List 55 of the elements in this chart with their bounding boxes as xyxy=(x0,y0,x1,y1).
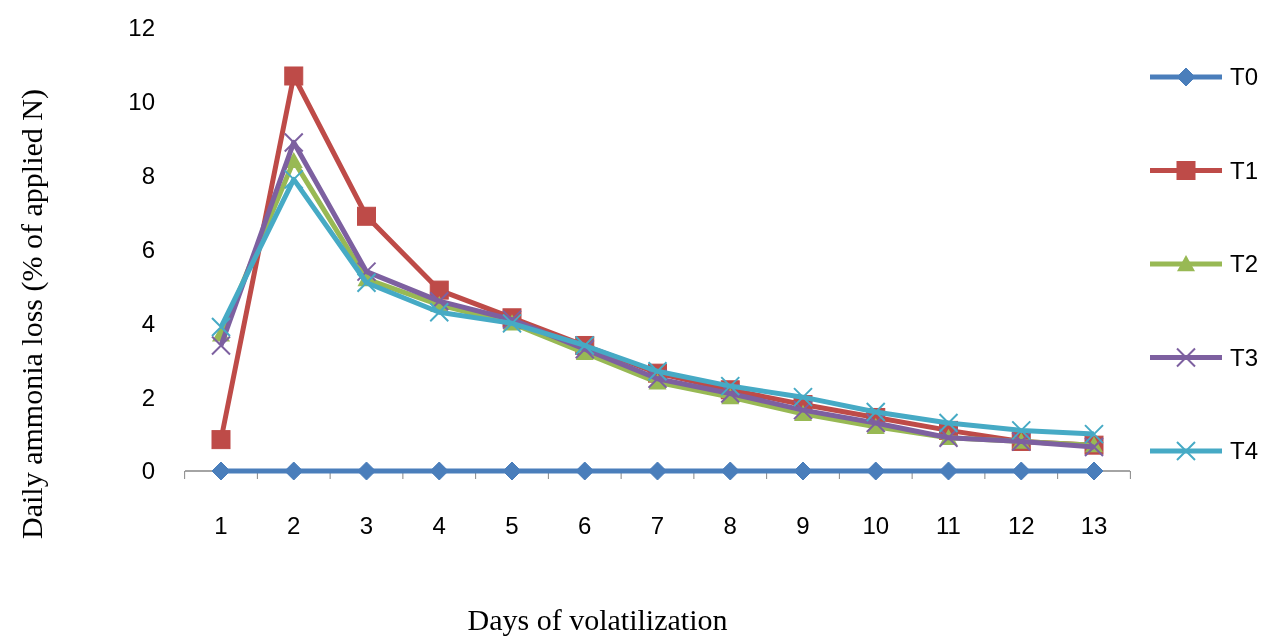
x-tick-label: 5 xyxy=(505,512,519,539)
point xyxy=(211,335,231,356)
x-tick-label: 7 xyxy=(650,512,665,539)
y-tick-label: 6 xyxy=(141,235,155,263)
point xyxy=(793,461,813,481)
x-tick-label: 6 xyxy=(578,512,592,539)
point xyxy=(865,401,886,422)
point xyxy=(283,132,304,153)
point xyxy=(1084,461,1104,481)
point xyxy=(1011,420,1032,441)
point xyxy=(793,387,813,408)
point xyxy=(284,66,304,86)
point xyxy=(283,169,304,190)
point xyxy=(647,368,668,389)
legend-label: T1 xyxy=(1230,156,1259,184)
legend-label: T4 xyxy=(1230,437,1259,465)
y-tick-label: 2 xyxy=(141,383,155,411)
point xyxy=(939,461,958,481)
point xyxy=(429,461,449,481)
y-tick-label: 8 xyxy=(141,162,155,190)
x-tick-label: 8 xyxy=(723,512,737,539)
point xyxy=(211,461,231,481)
x-tick-label: 11 xyxy=(936,512,961,539)
x-tick-label: 12 xyxy=(1007,512,1035,539)
point xyxy=(357,461,376,481)
point xyxy=(357,206,376,226)
point xyxy=(866,461,886,481)
point xyxy=(938,413,959,434)
legend-label: T2 xyxy=(1230,250,1259,278)
point xyxy=(575,461,595,481)
y-tick-label: 10 xyxy=(128,88,155,116)
point xyxy=(720,461,740,481)
y-tick-label: 12 xyxy=(128,14,155,42)
y-tick-label: 4 xyxy=(141,309,155,337)
point xyxy=(1084,424,1104,445)
x-tick-label: 9 xyxy=(796,512,810,539)
x-tick-label: 1 xyxy=(214,512,228,539)
point xyxy=(284,461,304,481)
x-tick-label: 13 xyxy=(1080,512,1108,539)
x-tick-label: 2 xyxy=(287,512,301,539)
point xyxy=(502,461,522,481)
y-tick-label: 0 xyxy=(141,457,155,485)
point xyxy=(211,317,231,338)
x-tick-label: 3 xyxy=(359,512,374,539)
point xyxy=(648,461,667,481)
point xyxy=(356,272,377,293)
y-axis-title: Daily ammonia loss (% of applied N) xyxy=(15,89,49,539)
legend-label: T3 xyxy=(1230,343,1259,371)
point xyxy=(1011,461,1031,481)
point xyxy=(211,430,231,450)
x-tick-label: 10 xyxy=(862,512,890,539)
point xyxy=(429,302,450,323)
legend-label: T0 xyxy=(1230,63,1259,91)
x-axis-title: Days of volatilization xyxy=(467,603,728,636)
x-tick-label: 4 xyxy=(432,512,446,539)
